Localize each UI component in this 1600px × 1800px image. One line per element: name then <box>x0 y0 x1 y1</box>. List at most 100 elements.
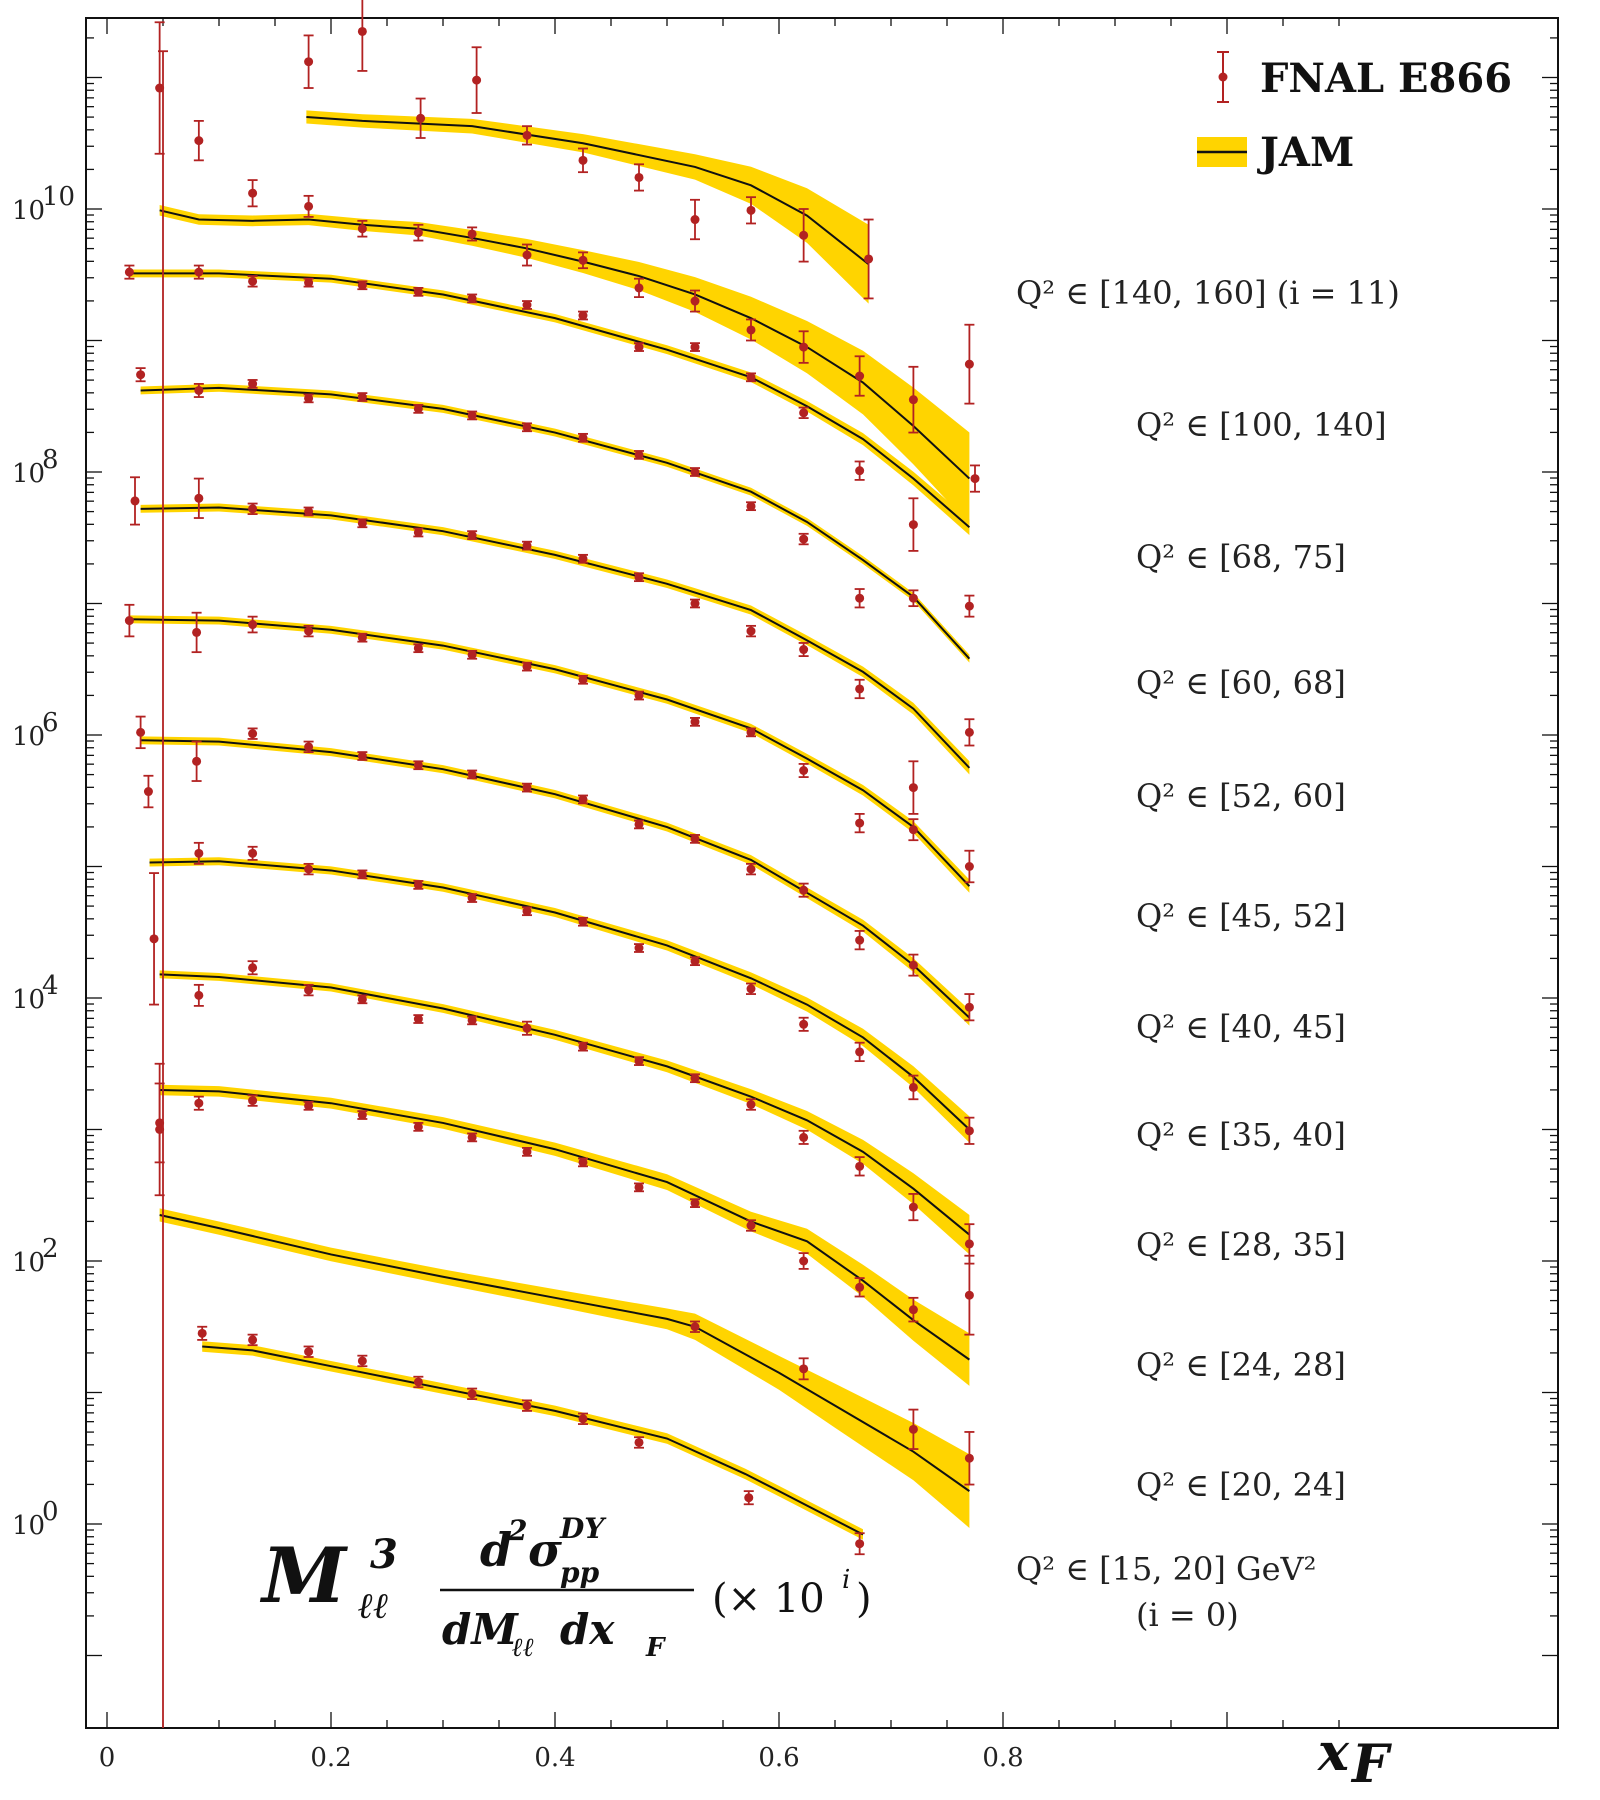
marker <box>357 224 367 234</box>
marker <box>746 372 756 382</box>
data-point <box>415 97 426 139</box>
marker <box>578 255 588 265</box>
data-point <box>467 1387 478 1400</box>
data-point <box>357 994 368 1005</box>
marker <box>908 1082 918 1092</box>
marker <box>908 1202 918 1212</box>
marker <box>197 1328 207 1338</box>
marker <box>908 1305 918 1315</box>
y-label-sigma-sub: pp <box>560 1556 600 1589</box>
y-tick-label-base: 10 <box>12 722 45 752</box>
marker <box>964 862 974 871</box>
data-point <box>798 882 809 898</box>
data-point <box>193 477 204 519</box>
marker <box>746 205 756 215</box>
series-4 <box>149 841 975 1145</box>
data-point <box>303 1100 314 1111</box>
data-point <box>854 588 865 609</box>
x-axis-label: x F <box>1317 1722 1392 1795</box>
marker <box>864 254 874 264</box>
data-point <box>746 501 756 512</box>
x-tick-label: 0.8 <box>982 1743 1023 1773</box>
data-point <box>247 960 258 976</box>
data-point <box>303 506 314 517</box>
x-label-main: x <box>1317 1722 1350 1783</box>
data-point <box>303 740 314 753</box>
marker <box>578 554 588 564</box>
data-point <box>746 196 756 225</box>
data-point <box>578 1412 588 1425</box>
data-point <box>578 1157 588 1168</box>
marker <box>522 422 532 432</box>
marker <box>855 371 865 381</box>
jam-line <box>149 860 971 1131</box>
marker <box>746 984 756 994</box>
x-tick-label: 0.6 <box>758 1743 799 1773</box>
data-point <box>690 342 700 352</box>
data-point <box>964 1223 975 1265</box>
y-tick-label-exp: 10 <box>42 182 75 212</box>
marker <box>908 520 918 530</box>
data-point <box>690 1073 700 1084</box>
marker <box>522 662 532 672</box>
series-7 <box>130 476 975 815</box>
data-point <box>908 1408 919 1450</box>
data-point <box>413 1122 424 1132</box>
marker <box>124 267 134 277</box>
series-6 <box>124 603 975 893</box>
y-tick-label-exp: 0 <box>42 1497 59 1527</box>
data-point <box>854 460 865 481</box>
marker <box>357 1356 367 1366</box>
data-point <box>303 34 314 89</box>
data-point <box>964 594 975 618</box>
data-point <box>908 589 919 608</box>
q2-label-11: Q² ∈ [140, 160] (i = 11) <box>1016 274 1400 312</box>
data-point <box>798 1252 809 1270</box>
data-point <box>357 751 368 761</box>
marker <box>467 1389 477 1399</box>
marker <box>472 75 482 85</box>
data-point <box>467 893 478 903</box>
marker <box>413 1122 423 1132</box>
marker <box>799 534 809 544</box>
data-point <box>578 794 588 805</box>
marker <box>634 450 644 460</box>
jam-line <box>159 973 971 1236</box>
data-point <box>303 983 314 997</box>
data-point <box>357 1354 368 1368</box>
marker <box>130 496 140 506</box>
marker <box>578 1157 588 1167</box>
jam-line <box>159 1089 970 1361</box>
data-point <box>303 1345 314 1358</box>
data-point <box>743 1490 754 1506</box>
marker <box>799 1364 809 1374</box>
data-point <box>854 930 865 951</box>
q2-label-6: Q² ∈ [45, 52] <box>1136 897 1346 935</box>
marker <box>908 825 918 835</box>
y-tick-label-base: 10 <box>12 1511 45 1541</box>
data-point <box>467 649 478 660</box>
marker <box>690 296 700 306</box>
marker <box>124 616 134 626</box>
y-tick-label-base: 10 <box>12 1248 45 1278</box>
y-tick-label-base: 10 <box>12 985 45 1015</box>
marker <box>194 1098 204 1108</box>
data-point <box>357 869 368 880</box>
marker <box>155 1118 165 1128</box>
marker <box>248 504 258 514</box>
marker <box>467 769 477 779</box>
y-label-m-sup: 3 <box>370 1531 398 1578</box>
data-point <box>522 540 532 551</box>
data-point <box>522 1020 532 1036</box>
data-point <box>357 219 368 238</box>
q2-label-2: Q² ∈ [24, 28] <box>1136 1346 1346 1384</box>
data-point <box>634 342 644 352</box>
marker <box>690 215 700 225</box>
data-point <box>149 872 160 1006</box>
data-point <box>247 615 258 634</box>
data-point <box>247 1333 258 1347</box>
data-point <box>522 661 532 672</box>
data-point <box>357 518 368 529</box>
data-point <box>522 243 532 267</box>
